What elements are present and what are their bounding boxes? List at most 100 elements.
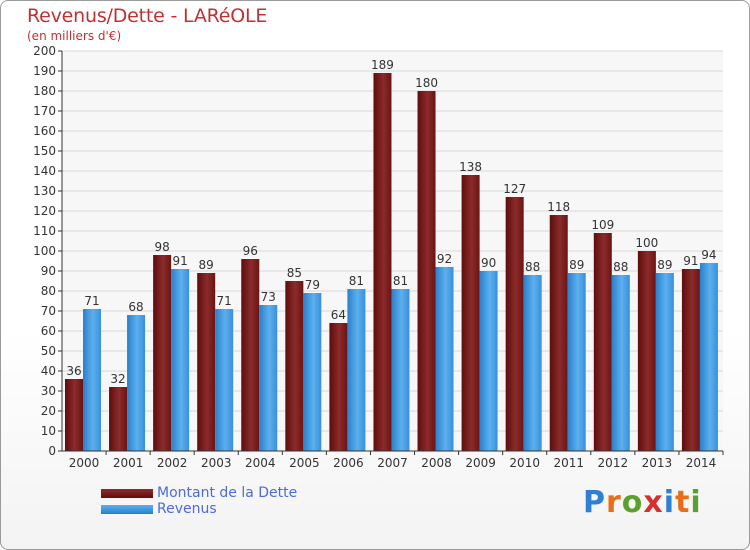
y-tick-label: 180	[33, 84, 56, 98]
bar-revenue	[391, 289, 410, 451]
y-tick-label: 50	[41, 344, 56, 358]
logo-letter: o	[621, 485, 644, 520]
x-tick-label: 2003	[201, 456, 232, 470]
data-label-debt: 64	[331, 308, 346, 322]
data-label-revenue: 79	[305, 278, 320, 292]
y-tick-label: 40	[41, 364, 56, 378]
x-tick-label: 2002	[157, 456, 188, 470]
data-label-revenue: 92	[437, 252, 452, 266]
y-tick-label: 120	[33, 204, 56, 218]
bar-debt	[549, 215, 568, 451]
bar-debt	[241, 259, 260, 451]
bar-debt	[417, 91, 436, 451]
bar-debt	[153, 255, 172, 451]
data-label-debt: 96	[243, 244, 258, 258]
x-tick-label: 2009	[465, 456, 496, 470]
data-label-revenue: 89	[569, 258, 584, 272]
data-label-revenue: 90	[481, 256, 496, 270]
x-tick-label: 2011	[553, 456, 584, 470]
y-tick-label: 140	[33, 164, 56, 178]
bar-revenue	[259, 305, 278, 451]
data-label-debt: 85	[287, 266, 302, 280]
bar-debt	[197, 273, 216, 451]
y-tick-label: 160	[33, 124, 56, 138]
x-tick-label: 2008	[421, 456, 452, 470]
x-tick-label: 2010	[509, 456, 540, 470]
legend-swatch-revenue	[101, 505, 153, 514]
bar-revenue	[347, 289, 366, 451]
logo-letter: x	[643, 485, 664, 520]
legend-label-debt: Montant de la Dette	[157, 485, 298, 501]
bar-debt	[109, 387, 128, 451]
bar-revenue	[611, 275, 630, 451]
data-label-debt: 118	[547, 200, 570, 214]
bar-revenue	[303, 293, 322, 451]
data-label-debt: 138	[459, 160, 482, 174]
x-tick-label: 2007	[377, 456, 408, 470]
bar-revenue	[83, 309, 101, 451]
x-tick-label: 2005	[289, 456, 320, 470]
y-tick-label: 30	[41, 384, 56, 398]
y-tick-label: 130	[33, 184, 56, 198]
data-label-revenue: 81	[349, 274, 364, 288]
bar-revenue	[435, 267, 454, 451]
data-label-revenue: 71	[84, 294, 99, 308]
data-label-revenue: 89	[657, 258, 672, 272]
x-tick-label: 2013	[642, 456, 673, 470]
y-tick-label: 90	[41, 264, 56, 278]
bar-revenue	[699, 263, 718, 451]
bar-revenue	[127, 315, 146, 451]
y-tick-label: 110	[33, 224, 56, 238]
data-label-revenue: 68	[128, 300, 143, 314]
proxiti-logo: Proxiti	[583, 485, 702, 520]
x-tick-label: 2001	[113, 456, 144, 470]
legend-swatch-debt	[101, 489, 153, 498]
data-label-revenue: 71	[217, 294, 232, 308]
y-tick-label: 190	[33, 64, 56, 78]
y-tick-label: 60	[41, 324, 56, 338]
data-label-debt: 189	[371, 58, 394, 72]
data-label-revenue: 91	[172, 254, 187, 268]
y-tick-label: 80	[41, 284, 56, 298]
logo-letter: r	[606, 485, 622, 520]
bar-debt	[505, 197, 524, 451]
x-tick-label: 2000	[69, 456, 100, 470]
y-tick-label: 100	[33, 244, 56, 258]
data-label-debt: 32	[110, 372, 125, 386]
data-label-debt: 100	[635, 236, 658, 250]
bar-debt	[65, 379, 83, 451]
y-tick-label: 70	[41, 304, 56, 318]
logo-letter: i	[663, 485, 676, 520]
y-tick-label: 0	[48, 444, 56, 458]
legend-label-revenue: Revenus	[157, 501, 217, 517]
data-label-revenue: 73	[261, 290, 276, 304]
data-label-debt: 36	[66, 364, 81, 378]
y-tick-label: 20	[41, 404, 56, 418]
data-label-debt: 91	[683, 254, 698, 268]
logo-letter: P	[583, 485, 606, 520]
bar-debt	[329, 323, 348, 451]
x-tick-label: 2004	[245, 456, 276, 470]
bar-revenue	[171, 269, 190, 451]
y-tick-label: 150	[33, 144, 56, 158]
data-label-revenue: 81	[393, 274, 408, 288]
x-tick-label: 2014	[686, 456, 717, 470]
x-tick-label: 2006	[333, 456, 364, 470]
bar-revenue	[523, 275, 542, 451]
data-label-debt: 109	[591, 218, 614, 232]
logo-letter: t	[675, 485, 691, 520]
chart-title: Revenus/Dette - LARéOLE	[27, 5, 268, 27]
data-label-revenue: 88	[525, 260, 540, 274]
bar-revenue	[655, 273, 674, 451]
bar-debt	[681, 269, 700, 451]
bar-revenue	[215, 309, 234, 451]
bar-debt	[461, 175, 480, 451]
data-label-debt: 180	[415, 76, 438, 90]
data-label-revenue: 94	[701, 248, 716, 262]
logo-letter: i	[690, 485, 702, 520]
bar-debt	[593, 233, 612, 451]
data-label-debt: 127	[503, 182, 526, 196]
data-label-debt: 89	[199, 258, 214, 272]
